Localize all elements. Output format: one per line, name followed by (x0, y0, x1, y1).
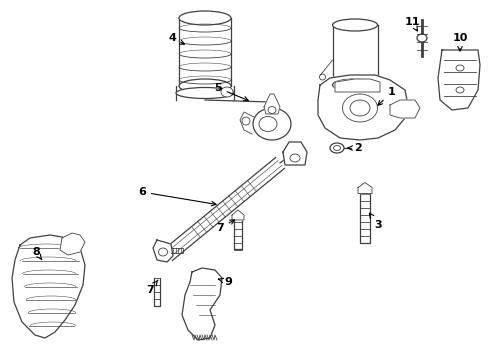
Ellipse shape (330, 143, 344, 153)
Ellipse shape (456, 65, 464, 71)
Text: 7: 7 (216, 220, 235, 233)
Ellipse shape (158, 248, 168, 256)
Ellipse shape (343, 94, 377, 122)
Polygon shape (283, 142, 307, 165)
Text: 7: 7 (146, 280, 158, 295)
Text: 4: 4 (168, 33, 184, 44)
Polygon shape (318, 75, 408, 140)
Ellipse shape (259, 117, 277, 131)
Text: 5: 5 (214, 83, 248, 101)
Polygon shape (182, 268, 222, 340)
Polygon shape (232, 210, 244, 220)
Ellipse shape (179, 11, 231, 25)
Text: 11: 11 (404, 17, 420, 31)
Ellipse shape (290, 154, 300, 162)
Text: 1: 1 (378, 87, 396, 105)
Polygon shape (358, 183, 372, 194)
Ellipse shape (333, 19, 377, 31)
Polygon shape (60, 233, 85, 255)
Polygon shape (335, 79, 380, 92)
Ellipse shape (334, 145, 341, 150)
Text: 10: 10 (452, 33, 467, 51)
Polygon shape (153, 240, 173, 262)
Text: 8: 8 (32, 247, 42, 260)
Polygon shape (390, 100, 420, 118)
Ellipse shape (221, 87, 233, 97)
Ellipse shape (176, 87, 234, 99)
Text: 2: 2 (348, 143, 362, 153)
Polygon shape (438, 50, 480, 110)
Polygon shape (12, 235, 85, 338)
Ellipse shape (333, 79, 377, 91)
Ellipse shape (253, 108, 291, 140)
Ellipse shape (179, 79, 231, 93)
Ellipse shape (417, 34, 427, 42)
Polygon shape (264, 94, 280, 114)
Ellipse shape (456, 87, 464, 93)
Ellipse shape (350, 100, 370, 116)
Text: 3: 3 (369, 213, 382, 230)
Text: 6: 6 (138, 187, 216, 206)
Text: 9: 9 (219, 277, 232, 287)
Ellipse shape (268, 107, 276, 113)
